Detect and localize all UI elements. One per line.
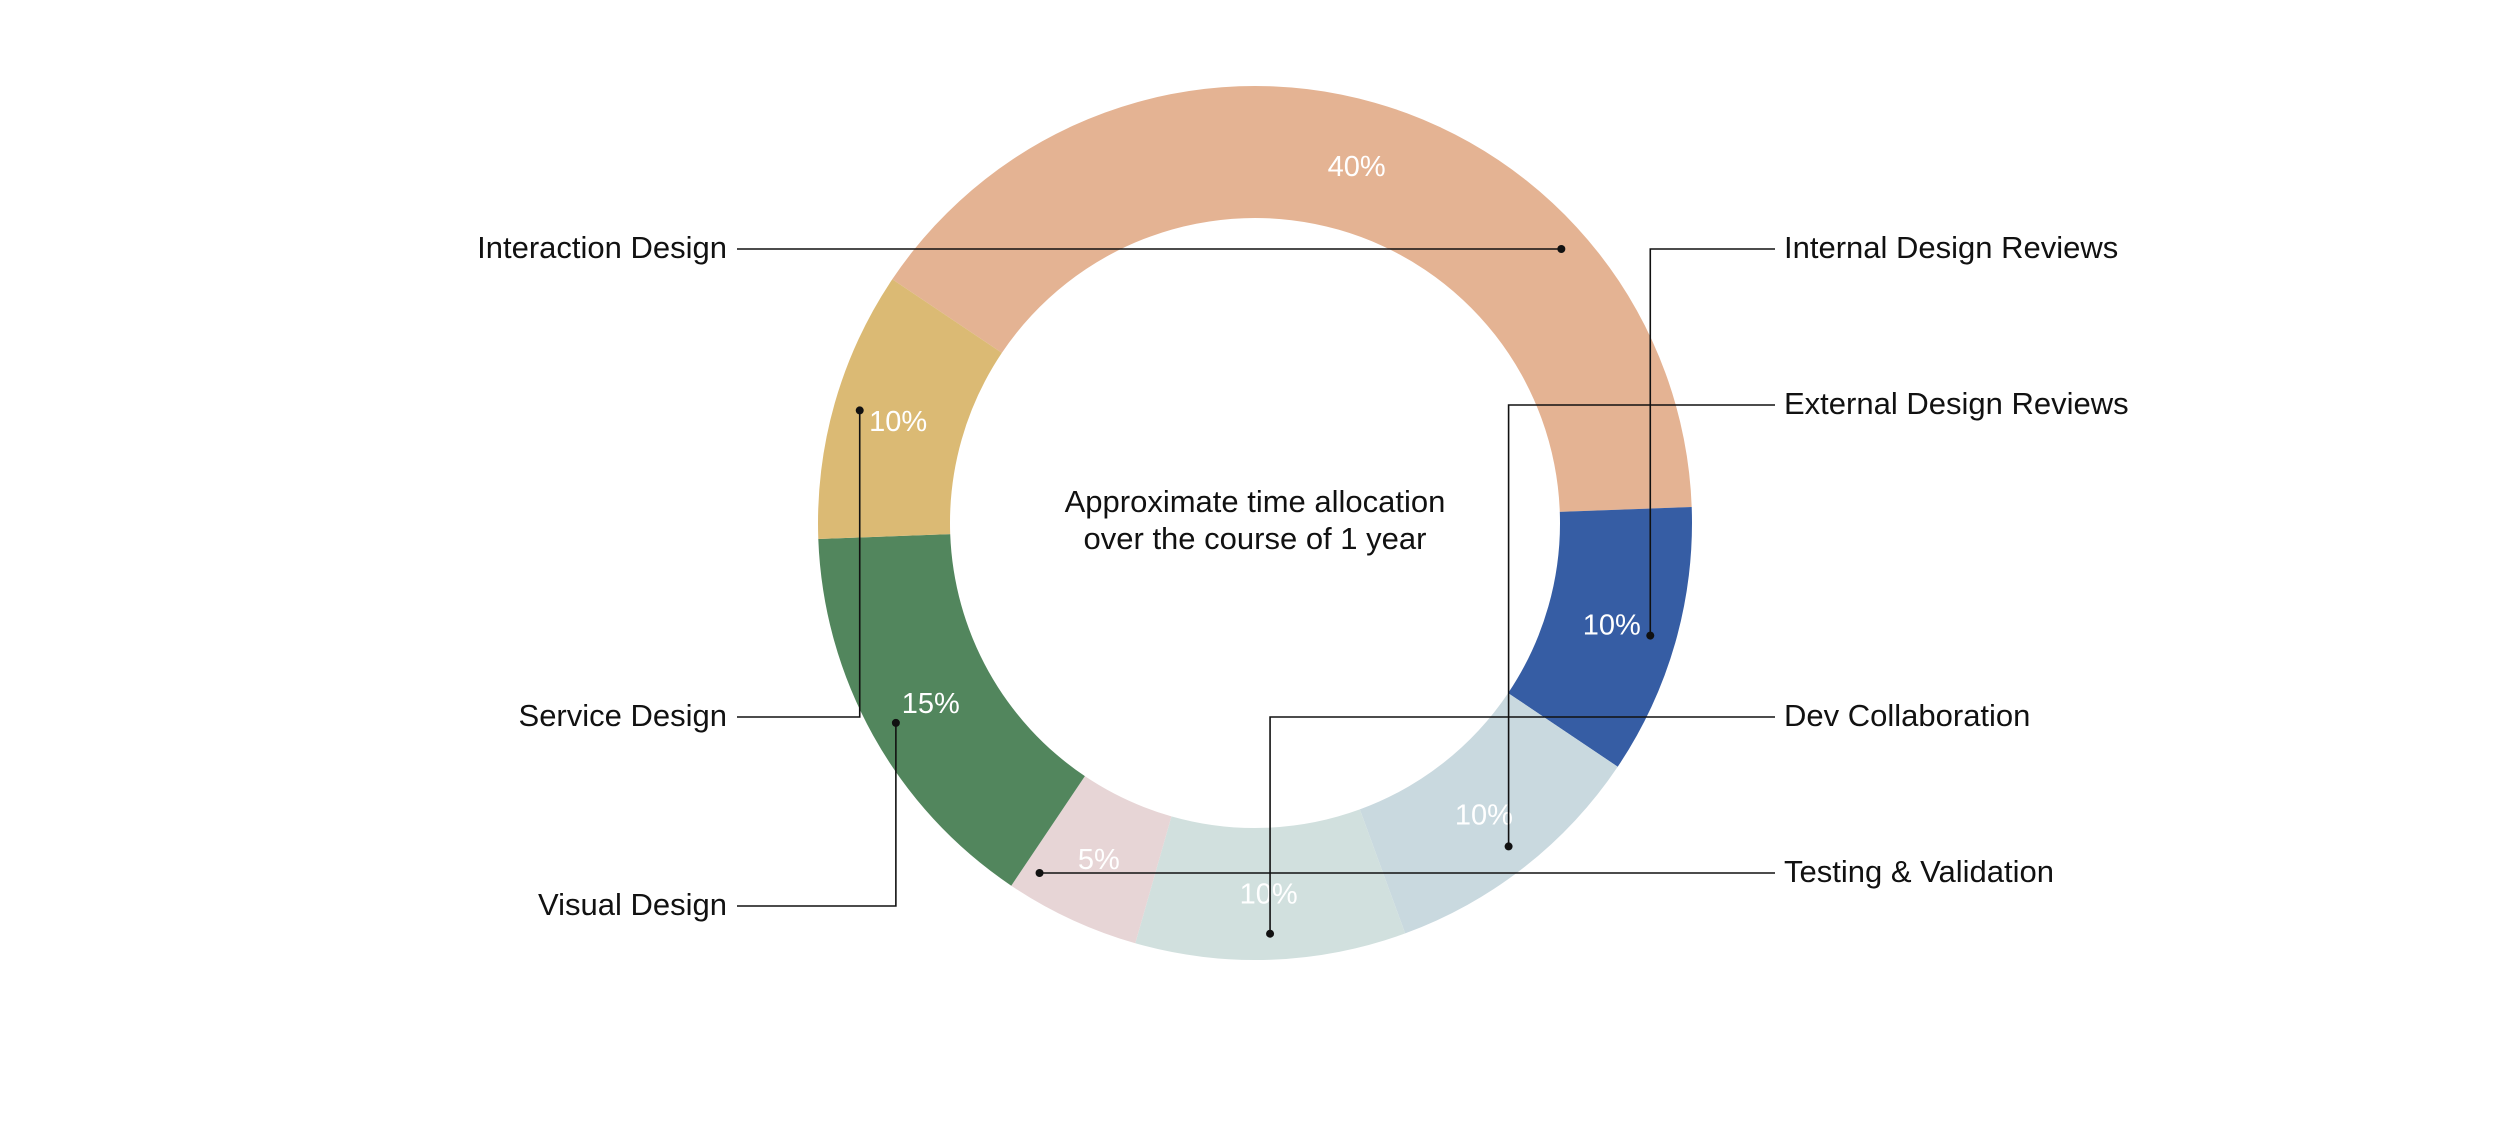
legend-label-service-design: Service Design — [519, 698, 727, 733]
slices-layer — [818, 85, 1692, 960]
slice-testing-and-validation — [1011, 776, 1172, 944]
legend-label-external-design-reviews: External Design Reviews — [1784, 386, 2129, 421]
slice-visual-design — [818, 534, 1085, 886]
leader-dot-service-design — [855, 406, 864, 415]
legend-label-interaction-design: Interaction Design — [477, 230, 727, 265]
slice-service-design — [818, 279, 1002, 540]
legend-layer: Interaction Design Internal Design Review… — [477, 230, 2128, 922]
legend-label-dev-collaboration: Dev Collaboration — [1784, 698, 2030, 733]
leader-line-external-design-reviews — [1507, 404, 1775, 847]
legend-label-testing-and-validation: Testing & Validation — [1784, 854, 2054, 889]
center-text-line-2: over the course of 1 year — [1084, 521, 1427, 556]
leader-line-internal-design-reviews — [1649, 248, 1775, 636]
leader-dot-internal-design-reviews — [1646, 631, 1655, 640]
leader-line-service-design — [737, 410, 861, 718]
center-text-line-1: Approximate time allocation — [1065, 484, 1446, 519]
leader-dot-external-design-reviews — [1504, 842, 1513, 851]
slice-value-label-internal-design-reviews: 10% — [1583, 609, 1641, 641]
legend-label-internal-design-reviews: Internal Design Reviews — [1784, 230, 2118, 265]
leaders-layer — [737, 245, 1775, 938]
slice-value-label-dev-collaboration: 10% — [1240, 878, 1298, 910]
slice-interaction-design — [892, 85, 1692, 512]
slice-labels-layer: 40% 10% 10% 10% 5% 15% 10% — [869, 151, 1641, 911]
slice-value-label-external-design-reviews: 10% — [1455, 800, 1513, 832]
leader-dot-dev-collaboration — [1266, 929, 1275, 938]
legend-label-visual-design: Visual Design — [538, 887, 727, 922]
slice-value-label-service-design: 10% — [869, 406, 927, 438]
leader-line-dev-collaboration — [1269, 716, 1775, 934]
slice-value-label-interaction-design: 40% — [1328, 151, 1386, 183]
slice-value-label-visual-design: 15% — [902, 688, 960, 720]
leader-dot-interaction-design — [1557, 245, 1566, 253]
leader-dot-testing-and-validation — [1035, 869, 1044, 877]
leader-dot-visual-design — [891, 718, 900, 727]
slice-value-label-testing-and-validation: 5% — [1078, 844, 1120, 876]
leader-line-visual-design — [737, 722, 897, 907]
slice-internal-design-reviews — [1508, 506, 1692, 767]
